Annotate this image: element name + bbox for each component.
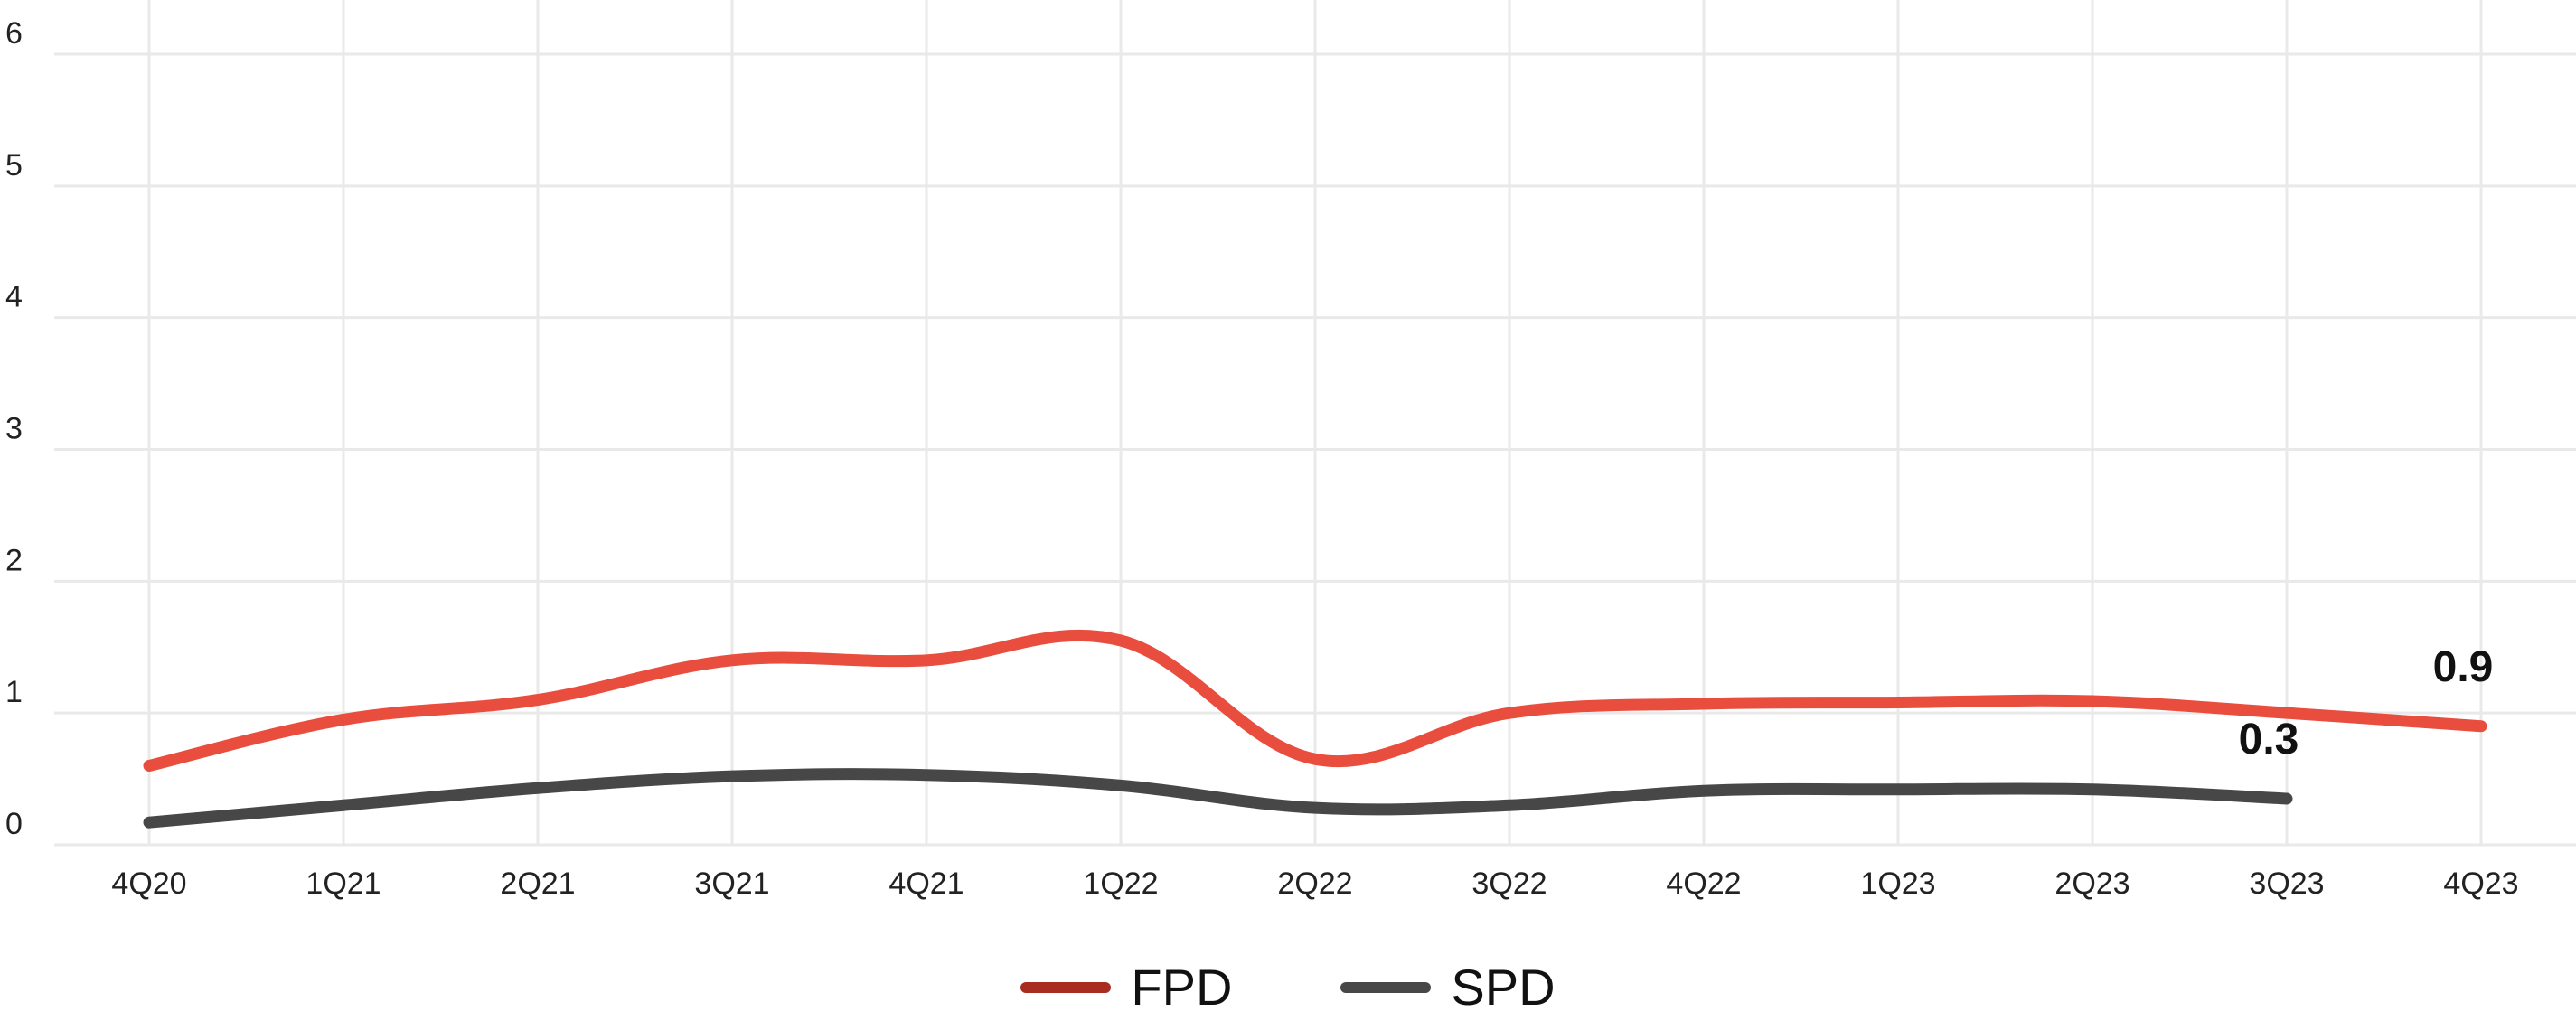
data-point-fpd-1Q23[interactable]	[1893, 698, 1904, 708]
data-point-fpd-2Q22[interactable]	[1310, 754, 1321, 764]
y-tick-label-4: 4	[5, 280, 23, 314]
x-tick-label-3Q22: 3Q22	[1471, 866, 1547, 901]
data-point-spd-2Q22[interactable]	[1310, 802, 1321, 813]
y-tick-label-0: 0	[5, 807, 23, 841]
y-tick-label-2: 2	[5, 543, 23, 577]
x-tick-label-1Q23: 1Q23	[1860, 866, 1935, 901]
legend-item-fpd[interactable]: FPD	[1020, 958, 1232, 1016]
legend-swatch-spd	[1340, 981, 1432, 993]
data-point-fpd-4Q22[interactable]	[1698, 698, 1709, 709]
legend-swatch-fpd	[1020, 981, 1112, 993]
data-point-fpd-4Q21[interactable]	[921, 655, 932, 666]
label-layer: 0.9 0.3	[2239, 643, 2494, 763]
data-point-spd-3Q21[interactable]	[727, 771, 738, 782]
data-point-spd-4Q21[interactable]	[921, 770, 932, 781]
data-point-spd-3Q23[interactable]	[2281, 793, 2292, 804]
data-point-spd-2Q23[interactable]	[2087, 784, 2098, 795]
x-tick-label-2Q23: 2Q23	[2054, 866, 2129, 901]
end-label-spd: 0.3	[2239, 716, 2299, 763]
data-point-fpd-4Q23[interactable]	[2476, 721, 2487, 732]
x-tick-label-4Q22: 4Q22	[1666, 866, 1741, 901]
data-point-spd-4Q22[interactable]	[1698, 785, 1709, 796]
series-layer	[143, 629, 2487, 829]
data-point-fpd-3Q22[interactable]	[1504, 707, 1515, 718]
x-tick-label-1Q22: 1Q22	[1083, 866, 1158, 901]
x-tick-label-2Q21: 2Q21	[500, 866, 575, 901]
data-point-fpd-1Q21[interactable]	[338, 714, 349, 725]
legend: FPD SPD	[0, 958, 2576, 1016]
x-tick-label-2Q22: 2Q22	[1277, 866, 1352, 901]
data-point-fpd-2Q21[interactable]	[532, 695, 543, 706]
x-tick-label-4Q20: 4Q20	[111, 866, 186, 901]
series-line-spd[interactable]	[143, 768, 2293, 829]
legend-label-fpd: FPD	[1131, 959, 1233, 1016]
grid-layer	[54, 0, 2576, 847]
y-tick-label-3: 3	[5, 412, 23, 446]
legend-label-spd: SPD	[1451, 959, 1556, 1016]
data-point-fpd-3Q21[interactable]	[727, 655, 738, 666]
data-point-spd-2Q21[interactable]	[532, 782, 543, 793]
y-tick-label-5: 5	[5, 148, 23, 183]
x-tick-label-4Q23: 4Q23	[2443, 866, 2518, 901]
data-point-fpd-4Q20[interactable]	[144, 761, 155, 772]
end-label-fpd: 0.9	[2433, 643, 2494, 691]
data-point-fpd-2Q23[interactable]	[2087, 696, 2098, 707]
x-tick-label-1Q21: 1Q21	[306, 866, 381, 901]
x-tick-label-3Q23: 3Q23	[2249, 866, 2324, 901]
data-point-spd-3Q22[interactable]	[1504, 800, 1515, 810]
data-point-fpd-1Q22[interactable]	[1115, 635, 1126, 646]
data-point-spd-4Q20[interactable]	[144, 817, 155, 828]
x-tick-label-4Q21: 4Q21	[888, 866, 964, 901]
y-tick-label-1: 1	[5, 675, 23, 709]
data-point-spd-1Q21[interactable]	[338, 800, 349, 810]
x-tick-label-3Q21: 3Q21	[694, 866, 769, 901]
axis-layer: 0 1 2 3 4 5 6 4Q20 1Q21 2Q21 3Q21 4Q21 1Q22 2Q22 3Q22 4…	[5, 16, 2519, 901]
data-point-spd-1Q22[interactable]	[1115, 780, 1126, 791]
series-line-fpd[interactable]	[143, 629, 2487, 772]
data-point-spd-1Q23[interactable]	[1893, 784, 1904, 795]
y-tick-label-6: 6	[5, 16, 23, 51]
legend-item-spd[interactable]: SPD	[1340, 958, 1556, 1016]
